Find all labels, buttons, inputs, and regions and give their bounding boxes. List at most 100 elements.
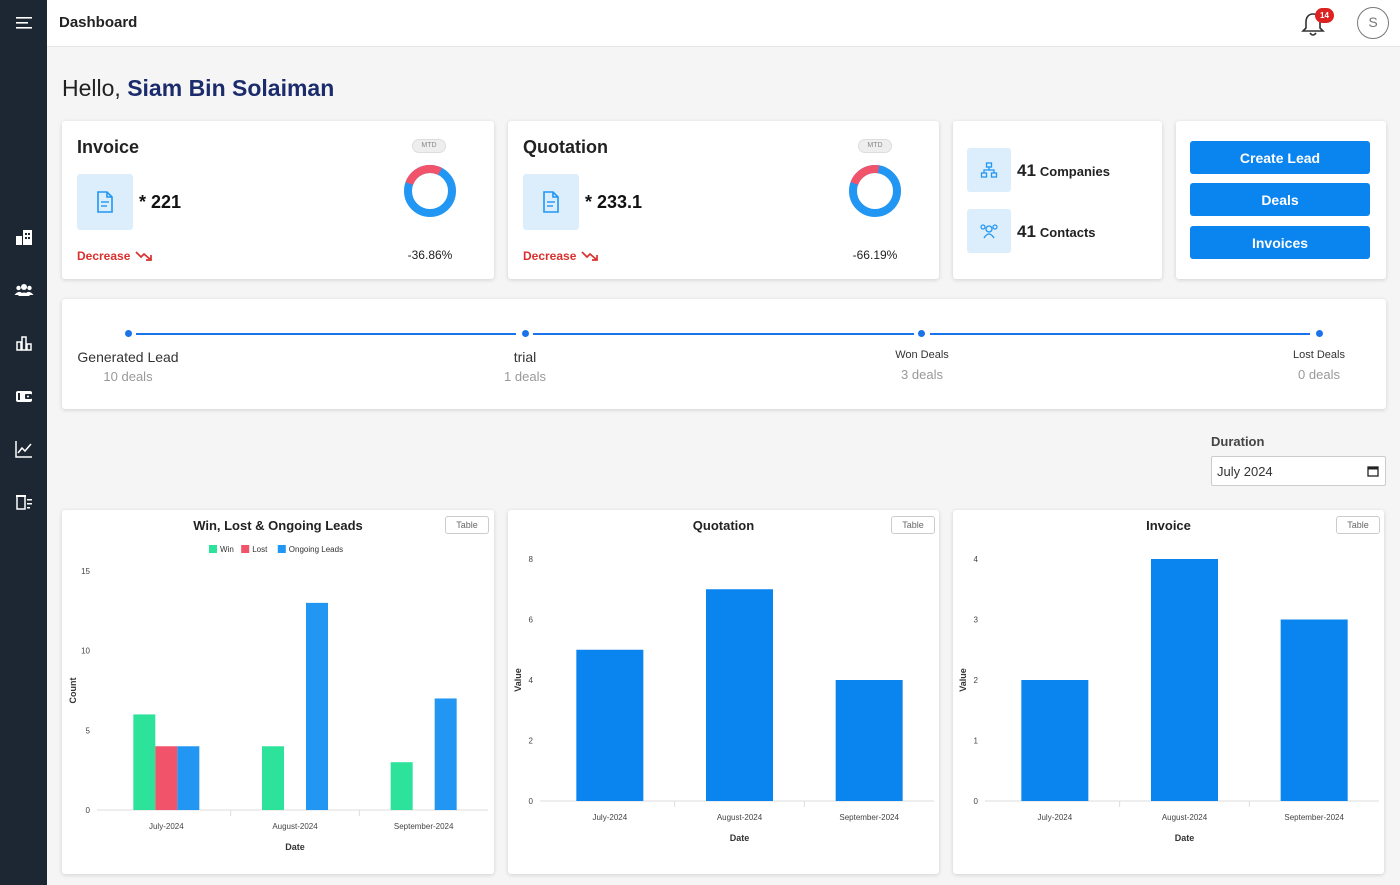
y-tick-label: 4 [974, 555, 979, 564]
pipeline-connector [533, 333, 914, 335]
invoice-bar-chart: 0 1 2 3 4 Value Date July-2024 August-2024 Septem… [958, 555, 1379, 843]
bar-win [390, 762, 413, 810]
avatar[interactable]: S [1357, 7, 1389, 39]
win-lost-ongoing-chart-card: Win, Lost & Ongoing Leads Table 0 5 10 15 Co… [62, 510, 494, 874]
table-toggle-button[interactable]: Table [1336, 516, 1380, 534]
invoice-kpi-card: Invoice * 221 Decrease MTD -36.86% [62, 121, 494, 279]
y-tick-label: 1 [974, 737, 979, 746]
x-tick-label: September-2024 [839, 813, 899, 822]
sidebar [0, 0, 47, 885]
y-tick-label: 0 [529, 797, 534, 806]
x-axis-label: Date [730, 833, 750, 843]
companies-label: Companies [1039, 164, 1110, 179]
duration-value: July 2024 [1217, 464, 1273, 479]
greeting: Hello, Siam Bin Solaiman [62, 75, 334, 102]
y-tick-label: 2 [529, 737, 534, 746]
x-axis-label: Date [1175, 833, 1195, 843]
x-tick-label: August-2024 [1162, 813, 1208, 822]
x-axis-label: Date [285, 842, 305, 852]
y-tick-label: 0 [974, 797, 979, 806]
create-lead-button[interactable]: Create Lead [1190, 141, 1370, 174]
greeting-prefix: Hello, [62, 75, 128, 101]
pipeline-step-trial: trial [513, 349, 537, 365]
companies-count: 41 Companies [1017, 161, 1110, 181]
calendar-icon[interactable] [1367, 465, 1379, 477]
kpi-title: Invoice [77, 137, 140, 157]
chart-title: Quotation [692, 518, 755, 533]
pipeline-step-generated-lead: Generated Lead [77, 349, 179, 365]
bar-ongoing-leads [306, 602, 328, 810]
bar-ongoing-leads [177, 746, 200, 810]
bar-chart-icon[interactable] [0, 328, 47, 358]
y-tick-label: 2 [974, 676, 979, 685]
pipeline-step-dot [1316, 330, 1323, 337]
mtd-badge: MTD [412, 139, 446, 153]
bar-value [835, 680, 903, 801]
table-toggle-button[interactable]: Table [445, 516, 489, 534]
table-toggle-button[interactable]: Table [891, 516, 935, 534]
users-icon[interactable] [0, 275, 47, 305]
y-tick-label: 6 [529, 616, 534, 625]
y-tick-label: 8 [529, 555, 534, 564]
leads-bar-chart: 0 5 10 15 Count Date July-2024 August-2024 Septe… [68, 545, 488, 852]
document-icon [523, 174, 579, 230]
quotation-bar-chart: 0 2 4 6 8 Value Date July-2024 August-2024 Septem… [513, 555, 934, 843]
legend-label: Lost [252, 545, 268, 554]
pipeline-step-count: 0 deals [1298, 367, 1340, 382]
trend-label: Decrease [523, 249, 577, 263]
deal-pipeline-card: Generated Lead 10 deals trial 1 deals Wo… [62, 299, 1386, 409]
duration-label: Duration [1211, 434, 1265, 449]
y-axis-label: Count [68, 678, 78, 704]
y-axis-label: Value [513, 668, 523, 692]
duration-month-input[interactable]: July 2024 [1211, 456, 1386, 486]
chart-title: Win, Lost & Ongoing Leads [193, 518, 363, 533]
contacts-label: Contacts [1039, 225, 1096, 240]
menu-icon[interactable] [0, 8, 47, 38]
pipeline-step-count: 10 deals [103, 369, 153, 384]
invoices-button[interactable]: Invoices [1190, 226, 1370, 259]
mtd-badge: MTD [858, 139, 892, 153]
x-tick-label: July-2024 [592, 813, 627, 822]
entity-summary-card: 41 Companies 41 Contacts [953, 121, 1162, 279]
x-tick-label: July-2024 [149, 822, 184, 831]
pipeline-connector [930, 333, 1310, 335]
legend-label: Ongoing Leads [289, 545, 343, 554]
kpi-donut [849, 165, 902, 217]
x-tick-label: August-2024 [272, 822, 318, 831]
org-chart-icon [967, 148, 1011, 192]
bar-win [133, 714, 156, 810]
pipeline-step-count: 1 deals [504, 369, 546, 384]
bar-value [576, 649, 644, 801]
pipeline-step-dot [522, 330, 529, 337]
pipeline-step-won-deals: Won Deals [895, 349, 949, 361]
quotation-kpi-card: Quotation * 233.1 Decrease MTD -66.19% [508, 121, 939, 279]
list-icon[interactable] [0, 487, 47, 517]
notification-badge: 14 [1315, 8, 1334, 23]
bar-win [262, 746, 284, 810]
bar-lost [155, 746, 178, 810]
pipeline-connector [136, 333, 516, 335]
pipeline-step-lost-deals: Lost Deals [1293, 349, 1345, 361]
trend-indicator: Decrease [77, 249, 155, 263]
contacts-icon [967, 209, 1011, 253]
wallet-icon[interactable] [0, 381, 47, 411]
bar-value [1151, 559, 1218, 801]
buildings-icon[interactable] [0, 222, 47, 252]
y-tick-label: 4 [529, 676, 534, 685]
legend-swatch [209, 545, 217, 553]
y-tick-label: 5 [86, 726, 91, 735]
trend-label: Decrease [77, 249, 131, 263]
line-chart-icon[interactable] [0, 434, 47, 464]
kpi-donut [404, 165, 456, 217]
trend-indicator: Decrease [523, 249, 601, 263]
y-axis-label: Value [958, 668, 968, 692]
trend-down-icon [581, 251, 599, 261]
y-tick-label: 3 [974, 616, 979, 625]
trend-down-icon [135, 251, 153, 261]
legend-swatch [277, 545, 286, 553]
bar-ongoing-leads [434, 698, 457, 810]
companies-number: 41 [1017, 161, 1036, 180]
bar-value [1021, 680, 1089, 801]
legend-label: Win [220, 545, 234, 554]
deals-button[interactable]: Deals [1190, 183, 1370, 216]
